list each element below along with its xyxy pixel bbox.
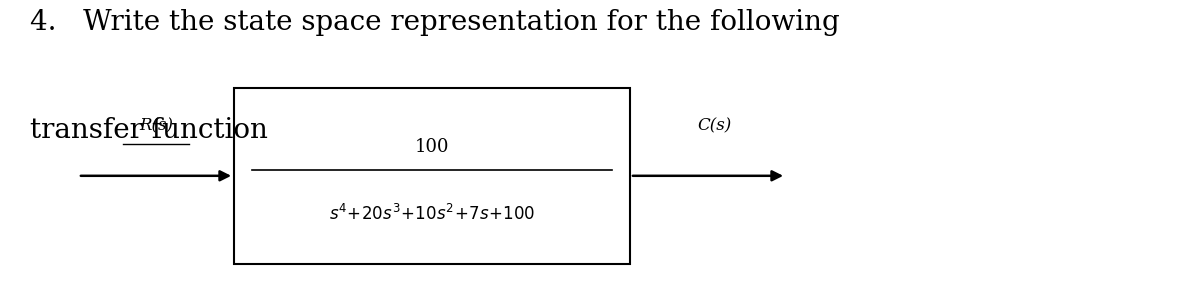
Text: transfer function: transfer function (30, 117, 268, 144)
Text: $s^4\!+\!20s^3\!+\!10s^2\!+\!7s\!+\!100$: $s^4\!+\!20s^3\!+\!10s^2\!+\!7s\!+\!100$ (329, 204, 535, 224)
Text: C(s): C(s) (697, 118, 731, 135)
Text: 100: 100 (415, 137, 449, 156)
Bar (234, 88, 630, 264)
Text: 4.   Write the state space representation for the following: 4. Write the state space representation … (30, 9, 840, 36)
Text: R(s): R(s) (139, 118, 173, 135)
